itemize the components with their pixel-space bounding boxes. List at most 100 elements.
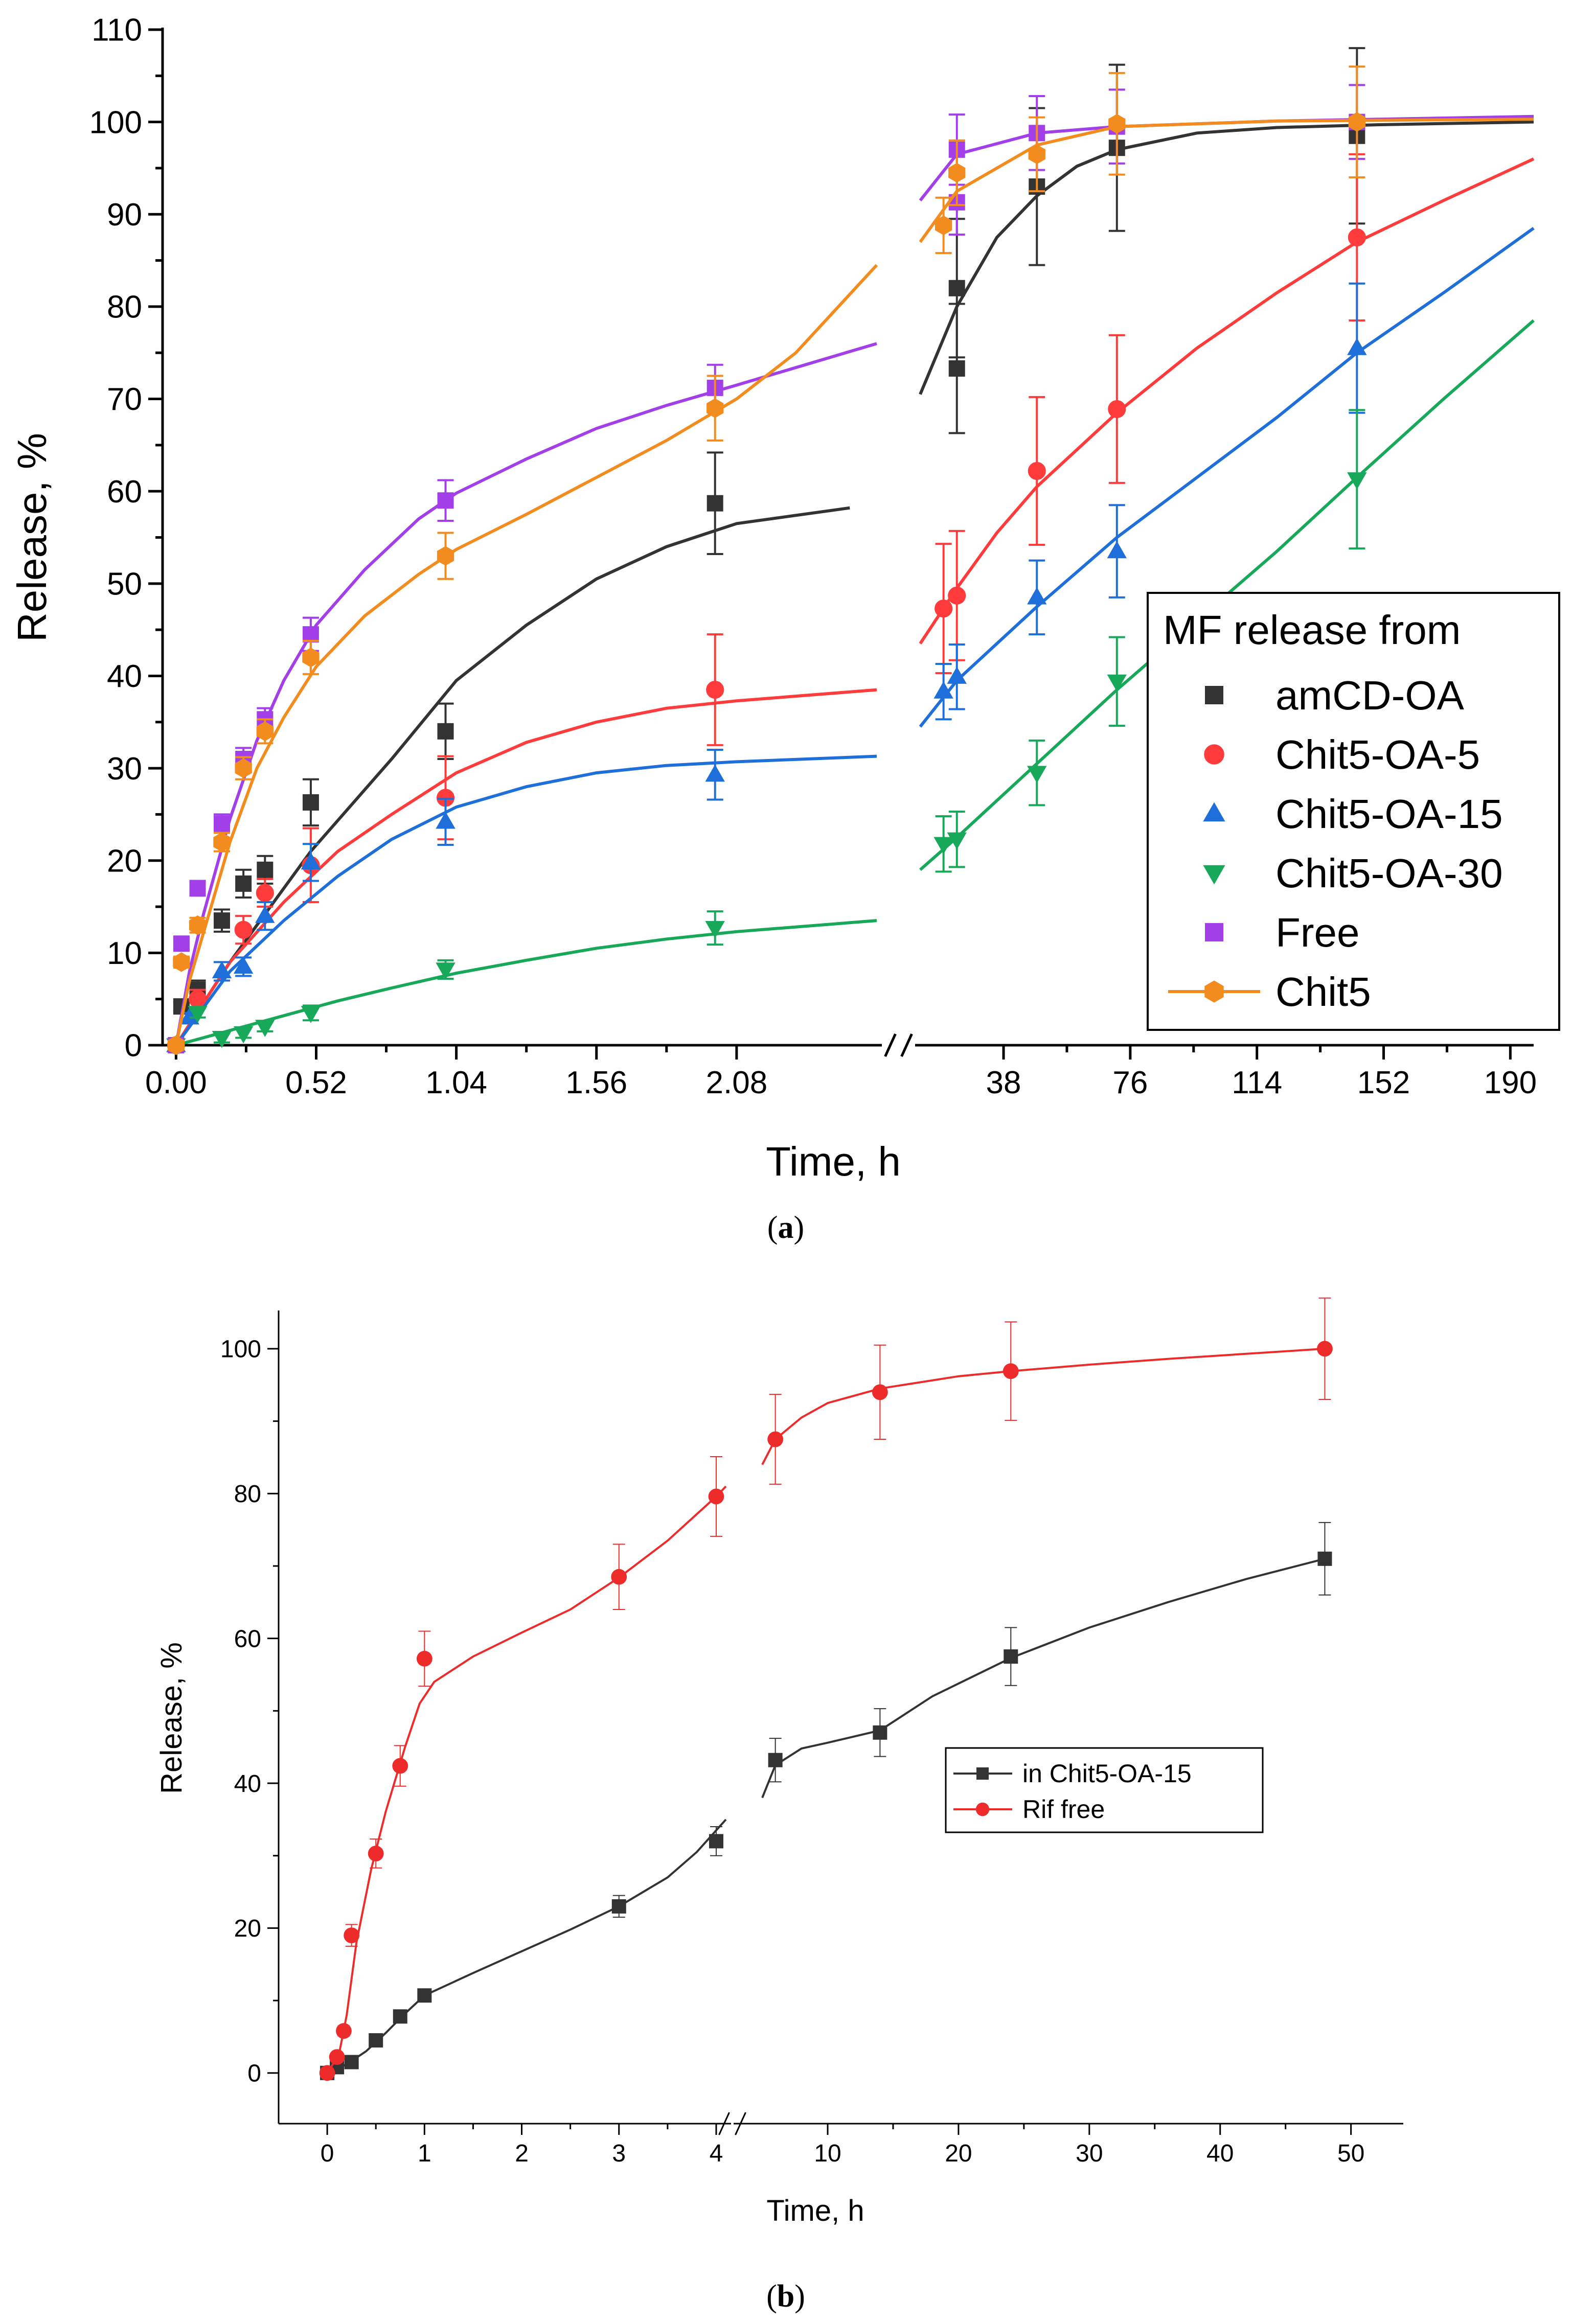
y-tick-label: 20	[234, 1915, 261, 1942]
y-tick-label: 110	[92, 13, 142, 48]
data-point-chit5-oa-5	[1108, 400, 1126, 419]
data-point-rif-free	[416, 1650, 432, 1667]
data-point-in-chit5-oa-15	[393, 2009, 407, 2024]
legend-marker-chit5	[1204, 980, 1224, 1003]
data-point-chit5-oa-15	[933, 681, 953, 699]
x-tick-label: 38	[986, 1065, 1021, 1100]
data-point-chit5-oa-30	[947, 832, 967, 850]
caption-a: (a)	[767, 1210, 804, 1245]
fit-line-chit5-oa-15	[174, 754, 877, 1046]
data-point-chit5-oa-30	[1107, 674, 1127, 692]
x-tick-label: 10	[814, 2140, 841, 2167]
data-point-rif-free	[329, 2049, 345, 2065]
y-tick-label: 60	[234, 1625, 261, 1652]
y-tick-label: 50	[107, 567, 142, 602]
x-tick-label: 40	[1206, 2140, 1234, 2167]
data-point-chit5	[167, 1035, 185, 1055]
data-point-chit5-oa-15	[212, 961, 232, 979]
data-point-chit5-oa-5	[256, 884, 274, 902]
legend-a: MF release from amCD-OA Chit5-OA-5 Chit5-OA…	[1147, 592, 1560, 1031]
y-tick-label: 10	[107, 936, 142, 971]
data-point-in-chit5-oa-15	[1317, 1551, 1332, 1566]
data-point-chit5-oa-15	[179, 1007, 199, 1025]
data-point-rif-free	[611, 1569, 627, 1585]
x-tick-label: 0.52	[285, 1065, 347, 1100]
fit-line-in-chit5-oa-15	[327, 1819, 727, 2074]
data-point-chit5	[256, 721, 274, 741]
data-point-amcd-oa	[948, 360, 965, 377]
data-point-chit5-oa-15	[1027, 587, 1047, 605]
data-point-chit5-oa-15	[436, 811, 455, 829]
x-tick-label: 30	[1076, 2140, 1103, 2167]
data-point-chit5	[1108, 114, 1126, 134]
data-point-chit5-oa-5	[234, 921, 253, 939]
panel-a-chart: 0 10 20 30 40 50 60 70 80 90 100 110 0.00 0.52 1.04 1.5…	[9, 13, 1560, 1184]
y-tick-label: 0	[247, 2060, 261, 2087]
data-point-chit5	[213, 832, 231, 852]
data-point-chit5-oa-15	[255, 906, 275, 923]
data-point-rif-free	[319, 2065, 335, 2081]
data-point-in-chit5-oa-15	[1004, 1649, 1018, 1664]
fit-line-rif-free	[326, 1485, 727, 2074]
y-tick-label: 40	[234, 1770, 261, 1798]
data-point-chit5	[707, 398, 724, 418]
x-tick-label: 190	[1484, 1065, 1537, 1100]
fit-line-in-chit5-oa-15	[761, 1557, 1325, 1799]
series-chit5-oa-15	[166, 226, 1535, 1052]
fit-line-amcd-oa	[919, 120, 1534, 395]
legend-marker-chit5-oa-15	[1203, 802, 1225, 822]
fit-line-rif-free	[761, 1347, 1325, 1465]
legend-label: amCD-OA	[1275, 673, 1465, 718]
y-tick-label: 80	[234, 1481, 261, 1508]
data-point-free	[213, 815, 230, 832]
legend-label: Free	[1275, 910, 1360, 955]
axis-break-mark	[718, 2112, 730, 2135]
data-point-chit5-oa-5	[948, 586, 966, 605]
data-point-chit5-oa-15	[301, 852, 321, 869]
data-point-chit5-oa-5	[1348, 228, 1366, 247]
data-point-chit5-oa-15	[705, 764, 725, 782]
data-point-chit5	[173, 952, 190, 972]
data-point-in-chit5-oa-15	[611, 1899, 626, 1914]
y-tick-label: 30	[107, 751, 142, 787]
fit-line-chit5-oa-15	[919, 226, 1535, 728]
x-tick-label: 152	[1357, 1065, 1410, 1100]
x-tick-label: 0	[321, 2140, 334, 2167]
data-point-rif-free	[708, 1488, 724, 1505]
x-axis-label: Time, h	[766, 1139, 901, 1184]
fit-line-amcd-oa	[174, 506, 850, 1046]
y-tick-label: 100	[220, 1336, 261, 1363]
data-point-in-chit5-oa-15	[417, 1988, 432, 2003]
data-point-in-chit5-oa-15	[369, 2033, 383, 2048]
legend-marker-chit5-oa-5	[1204, 744, 1224, 765]
x-tick-label: 2.08	[706, 1065, 768, 1100]
data-point-chit5	[1028, 144, 1045, 165]
series-rif-free	[319, 1297, 1333, 2081]
data-point-rif-free	[767, 1431, 784, 1447]
axis-break-mark	[900, 1033, 913, 1057]
x-tick-label: 76	[1112, 1065, 1148, 1100]
legend-marker-rif-free	[975, 1802, 990, 1816]
data-point-chit5-oa-5	[706, 680, 724, 699]
legend-marker-free	[1205, 923, 1223, 941]
data-point-amcd-oa	[302, 794, 319, 811]
data-point-amcd-oa	[707, 495, 723, 512]
series-chit5	[167, 65, 1534, 1055]
data-point-chit5-oa-15	[233, 956, 254, 974]
data-point-amcd-oa	[235, 875, 252, 892]
data-point-chit5	[235, 758, 252, 778]
x-tick-label: 3	[612, 2140, 626, 2167]
data-point-chit5-oa-30	[1347, 472, 1367, 490]
data-point-chit5-oa-30	[933, 837, 953, 855]
data-point-free	[189, 880, 206, 896]
data-point-free	[173, 935, 190, 952]
data-point-amcd-oa	[437, 723, 454, 740]
x-tick-label: 4	[710, 2140, 723, 2167]
data-point-in-chit5-oa-15	[768, 1753, 783, 1767]
legend-label: in Chit5-OA-15	[1022, 1759, 1192, 1788]
y-tick-label: 40	[107, 659, 142, 694]
legend-marker-chit5-oa-30	[1203, 865, 1225, 885]
legend-marker-in-chit5-oa-15	[976, 1767, 989, 1780]
data-point-chit5-oa-30	[1027, 766, 1047, 784]
x-tick-label: 2	[515, 2140, 529, 2167]
